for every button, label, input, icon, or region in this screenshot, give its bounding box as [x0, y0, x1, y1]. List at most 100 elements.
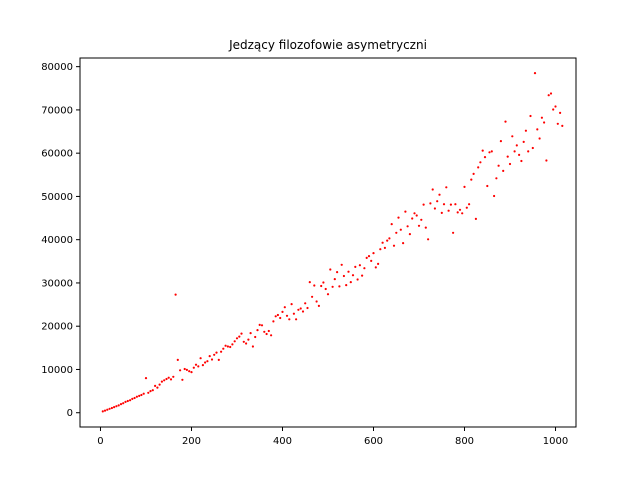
data-point [283, 306, 286, 309]
data-point [361, 274, 364, 277]
data-point [463, 185, 466, 188]
data-point [388, 237, 391, 240]
data-point [235, 337, 239, 340]
data-point [222, 347, 225, 350]
data-point [336, 271, 339, 274]
data-point [113, 406, 116, 409]
data-point [308, 281, 311, 284]
data-point [488, 151, 491, 154]
y-tick-label: 50000 [41, 192, 73, 203]
data-point [131, 397, 134, 400]
data-point [527, 150, 530, 153]
data-point [374, 266, 377, 269]
data-point [347, 270, 350, 273]
data-point [144, 377, 148, 380]
data-point [304, 302, 307, 305]
data-point [226, 345, 229, 348]
data-point [254, 335, 257, 339]
y-tick-label: 60000 [41, 149, 73, 160]
data-point [481, 149, 484, 152]
data-point [472, 172, 475, 175]
data-point [497, 164, 500, 167]
data-point [256, 329, 259, 332]
data-point [154, 384, 157, 387]
data-point [133, 396, 136, 400]
data-point [529, 114, 532, 118]
data-point [258, 323, 261, 326]
data-point [552, 108, 555, 111]
data-point [224, 344, 227, 347]
data-point [533, 72, 537, 75]
data-point [470, 178, 473, 181]
data-point [424, 226, 427, 229]
data-point [431, 188, 434, 191]
data-point [524, 129, 528, 132]
data-point [356, 278, 359, 281]
data-point [140, 393, 143, 397]
y-tick-label: 30000 [41, 278, 73, 289]
x-axis: 0 200 400 600 800 1000 [97, 427, 568, 447]
data-point [520, 159, 523, 163]
data-point [499, 140, 502, 143]
data-point [292, 312, 295, 315]
data-point [295, 318, 298, 321]
data-point [199, 357, 202, 360]
data-point [399, 228, 402, 231]
data-point [345, 284, 348, 287]
data-point [229, 345, 232, 349]
data-point [477, 166, 480, 169]
data-point [493, 194, 496, 198]
data-point [320, 284, 323, 288]
y-tick-label: 70000 [41, 105, 73, 116]
data-point [129, 399, 132, 402]
data-point [151, 389, 154, 392]
data-point [233, 340, 236, 343]
data-point [194, 363, 198, 366]
data-point [197, 365, 200, 368]
data-point [515, 144, 518, 147]
data-point [518, 153, 521, 156]
data-point [522, 140, 525, 143]
data-point [160, 380, 163, 383]
data-point [103, 409, 107, 412]
data-point [511, 135, 514, 138]
data-point [251, 345, 254, 348]
data-point [217, 358, 220, 361]
data-point [536, 128, 539, 131]
data-point [181, 378, 184, 381]
data-point [247, 338, 250, 341]
data-point [545, 159, 548, 162]
plot-area-frame [79, 57, 577, 428]
data-point [417, 224, 421, 227]
data-point [349, 281, 352, 284]
data-point [486, 184, 489, 188]
data-point [377, 262, 380, 265]
data-point [531, 146, 534, 150]
data-point [340, 263, 343, 266]
data-point [559, 111, 562, 114]
data-point [201, 364, 204, 367]
data-point [299, 307, 302, 310]
data-point [454, 203, 457, 206]
data-point [270, 334, 273, 337]
data-point [220, 350, 223, 353]
y-axis: 0 10000 20000 30000 40000 50000 60000 70000 8000… [41, 62, 80, 419]
data-point [245, 342, 248, 345]
data-point [404, 210, 407, 213]
data-point [392, 244, 396, 247]
data-point [338, 285, 341, 288]
data-point [215, 351, 218, 354]
data-point [119, 403, 123, 406]
data-point [331, 285, 334, 288]
data-point [420, 218, 423, 221]
data-point [311, 295, 314, 298]
data-point [108, 407, 111, 410]
data-point [156, 386, 159, 389]
data-point [427, 238, 430, 241]
data-point [276, 313, 279, 317]
data-point [547, 94, 550, 97]
data-point [322, 281, 325, 284]
data-point [538, 137, 541, 140]
data-point [438, 193, 441, 196]
